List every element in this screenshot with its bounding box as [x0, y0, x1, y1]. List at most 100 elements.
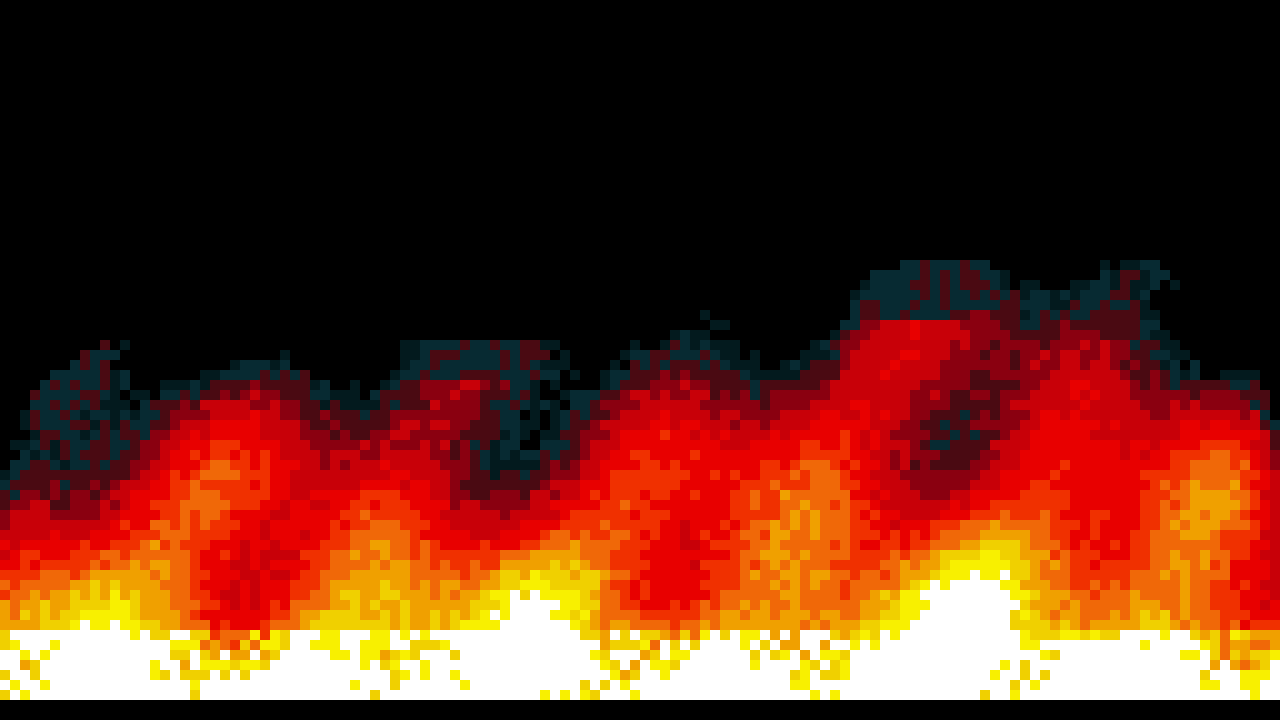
fire-pixel: [990, 640, 1000, 650]
fire-pixel: [1140, 520, 1150, 530]
fire-pixel: [470, 420, 480, 430]
fire-pixel: [540, 480, 550, 490]
fire-pixel: [240, 370, 250, 380]
fire-pixel: [1030, 370, 1040, 380]
fire-pixel: [280, 420, 290, 430]
fire-pixel: [240, 620, 250, 630]
fire-pixel: [110, 510, 120, 520]
fire-pixel: [570, 410, 580, 420]
fire-pixel: [150, 650, 160, 660]
fire-pixel: [1080, 290, 1090, 300]
fire-pixel: [670, 470, 680, 480]
fire-pixel: [1090, 450, 1100, 460]
fire-pixel: [910, 470, 920, 480]
fire-pixel: [1220, 630, 1230, 640]
fire-pixel: [650, 360, 660, 370]
fire-pixel: [320, 650, 330, 660]
fire-pixel: [900, 400, 910, 410]
fire-pixel: [430, 400, 440, 410]
fire-pixel: [1230, 440, 1240, 450]
fire-pixel: [880, 670, 890, 680]
fire-pixel: [1200, 590, 1210, 600]
fire-pixel: [510, 370, 520, 380]
fire-pixel: [620, 440, 630, 450]
fire-pixel: [1170, 530, 1180, 540]
fire-pixel: [460, 410, 470, 420]
fire-pixel: [1260, 520, 1270, 530]
fire-pixel: [530, 660, 540, 670]
fire-pixel: [90, 370, 100, 380]
fire-pixel: [210, 470, 220, 480]
fire-pixel: [300, 410, 310, 420]
fire-pixel: [430, 540, 440, 550]
fire-pixel: [960, 570, 970, 580]
fire-pixel: [940, 370, 950, 380]
fire-pixel: [1080, 500, 1090, 510]
fire-pixel: [630, 670, 640, 680]
fire-pixel: [670, 480, 680, 490]
fire-pixel: [540, 340, 550, 350]
fire-pixel: [870, 610, 880, 620]
fire-pixel: [330, 640, 340, 650]
fire-pixel: [740, 630, 750, 640]
fire-pixel: [1040, 490, 1050, 500]
fire-pixel: [650, 410, 660, 420]
fire-pixel: [1040, 340, 1050, 350]
fire-pixel: [810, 460, 820, 470]
fire-pixel: [30, 570, 40, 580]
fire-pixel: [1170, 340, 1180, 350]
fire-pixel: [590, 550, 600, 560]
fire-pixel: [60, 400, 70, 410]
fire-pixel: [930, 690, 940, 700]
fire-pixel: [740, 690, 750, 700]
fire-pixel: [980, 300, 990, 310]
fire-pixel: [1030, 610, 1040, 620]
fire-pixel: [950, 420, 960, 430]
fire-pixel: [120, 660, 130, 670]
fire-pixel: [540, 540, 550, 550]
fire-pixel: [380, 430, 390, 440]
fire-pixel: [960, 490, 970, 500]
fire-pixel: [680, 610, 690, 620]
fire-pixel: [520, 530, 530, 540]
fire-pixel: [910, 680, 920, 690]
fire-pixel: [160, 600, 170, 610]
fire-pixel: [490, 450, 500, 460]
fire-pixel: [50, 640, 60, 650]
fire-pixel: [180, 510, 190, 520]
fire-pixel: [420, 490, 430, 500]
fire-pixel: [160, 530, 170, 540]
fire-pixel: [1040, 300, 1050, 310]
fire-pixel: [1270, 460, 1280, 470]
fire-pixel: [1160, 620, 1170, 630]
fire-pixel: [810, 430, 820, 440]
fire-pixel: [800, 510, 810, 520]
fire-pixel: [840, 400, 850, 410]
fire-pixel: [1210, 420, 1220, 430]
fire-pixel: [1160, 600, 1170, 610]
fire-pixel: [860, 370, 870, 380]
fire-pixel: [1230, 510, 1240, 520]
fire-pixel: [190, 640, 200, 650]
fire-pixel: [890, 460, 900, 470]
fire-pixel: [590, 410, 600, 420]
fire-pixel: [500, 660, 510, 670]
fire-pixel: [1080, 440, 1090, 450]
fire-pixel: [110, 680, 120, 690]
fire-pixel: [110, 470, 120, 480]
fire-pixel: [480, 490, 490, 500]
fire-pixel: [620, 560, 630, 570]
fire-pixel: [730, 680, 740, 690]
fire-pixel: [440, 590, 450, 600]
fire-pixel: [750, 370, 760, 380]
fire-pixel: [520, 520, 530, 530]
fire-pixel: [690, 440, 700, 450]
fire-pixel: [360, 640, 370, 650]
fire-pixel: [1210, 520, 1220, 530]
fire-pixel: [290, 690, 300, 700]
fire-pixel: [140, 530, 150, 540]
fire-pixel: [490, 440, 500, 450]
fire-pixel: [430, 350, 440, 360]
fire-pixel: [430, 440, 440, 450]
fire-pixel: [320, 680, 330, 690]
